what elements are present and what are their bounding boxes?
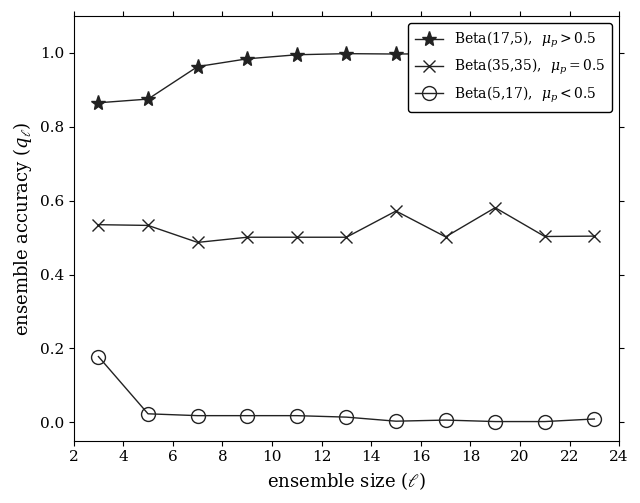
- Beta(35,35),  $\mu_p=0.5$: [591, 233, 598, 239]
- Beta(35,35),  $\mu_p=0.5$: [541, 233, 548, 239]
- Line: Beta(17,5),  $\mu_p>0.5$: Beta(17,5), $\mu_p>0.5$: [91, 45, 602, 111]
- Beta(17,5),  $\mu_p>0.5$: [95, 100, 102, 106]
- Beta(5,17),  $\mu_p<0.5$: [95, 354, 102, 360]
- Beta(17,5),  $\mu_p>0.5$: [541, 50, 548, 56]
- Beta(35,35),  $\mu_p=0.5$: [342, 234, 350, 240]
- Beta(5,17),  $\mu_p<0.5$: [392, 418, 400, 424]
- Beta(5,17),  $\mu_p<0.5$: [442, 417, 449, 423]
- Beta(17,5),  $\mu_p>0.5$: [442, 51, 449, 57]
- Y-axis label: ensemble accuracy ($q_\ell$): ensemble accuracy ($q_\ell$): [11, 121, 34, 336]
- Beta(17,5),  $\mu_p>0.5$: [342, 51, 350, 57]
- Beta(5,17),  $\mu_p<0.5$: [492, 418, 499, 425]
- Beta(17,5),  $\mu_p>0.5$: [492, 50, 499, 56]
- X-axis label: ensemble size ($\ell$): ensemble size ($\ell$): [267, 470, 426, 492]
- Beta(5,17),  $\mu_p<0.5$: [541, 418, 548, 425]
- Line: Beta(35,35),  $\mu_p=0.5$: Beta(35,35), $\mu_p=0.5$: [92, 201, 600, 248]
- Legend: Beta(17,5),  $\mu_p>0.5$, Beta(35,35),  $\mu_p=0.5$, Beta(5,17),  $\mu_p<0.5$: Beta(17,5), $\mu_p>0.5$, Beta(35,35), $\…: [408, 23, 612, 112]
- Beta(35,35),  $\mu_p=0.5$: [392, 208, 400, 214]
- Beta(5,17),  $\mu_p<0.5$: [243, 412, 251, 418]
- Beta(35,35),  $\mu_p=0.5$: [293, 234, 301, 240]
- Beta(5,17),  $\mu_p<0.5$: [342, 414, 350, 420]
- Line: Beta(5,17),  $\mu_p<0.5$: Beta(5,17), $\mu_p<0.5$: [92, 350, 602, 429]
- Beta(5,17),  $\mu_p<0.5$: [194, 412, 202, 418]
- Beta(35,35),  $\mu_p=0.5$: [492, 205, 499, 211]
- Beta(35,35),  $\mu_p=0.5$: [95, 222, 102, 228]
- Beta(35,35),  $\mu_p=0.5$: [243, 234, 251, 240]
- Beta(17,5),  $\mu_p>0.5$: [144, 96, 152, 102]
- Beta(17,5),  $\mu_p>0.5$: [194, 63, 202, 69]
- Beta(35,35),  $\mu_p=0.5$: [144, 222, 152, 228]
- Beta(17,5),  $\mu_p>0.5$: [392, 51, 400, 57]
- Beta(35,35),  $\mu_p=0.5$: [194, 239, 202, 245]
- Beta(17,5),  $\mu_p>0.5$: [243, 56, 251, 62]
- Beta(5,17),  $\mu_p<0.5$: [591, 416, 598, 422]
- Beta(35,35),  $\mu_p=0.5$: [442, 234, 449, 240]
- Beta(17,5),  $\mu_p>0.5$: [591, 50, 598, 56]
- Beta(17,5),  $\mu_p>0.5$: [293, 52, 301, 58]
- Beta(5,17),  $\mu_p<0.5$: [293, 412, 301, 418]
- Beta(5,17),  $\mu_p<0.5$: [144, 411, 152, 417]
